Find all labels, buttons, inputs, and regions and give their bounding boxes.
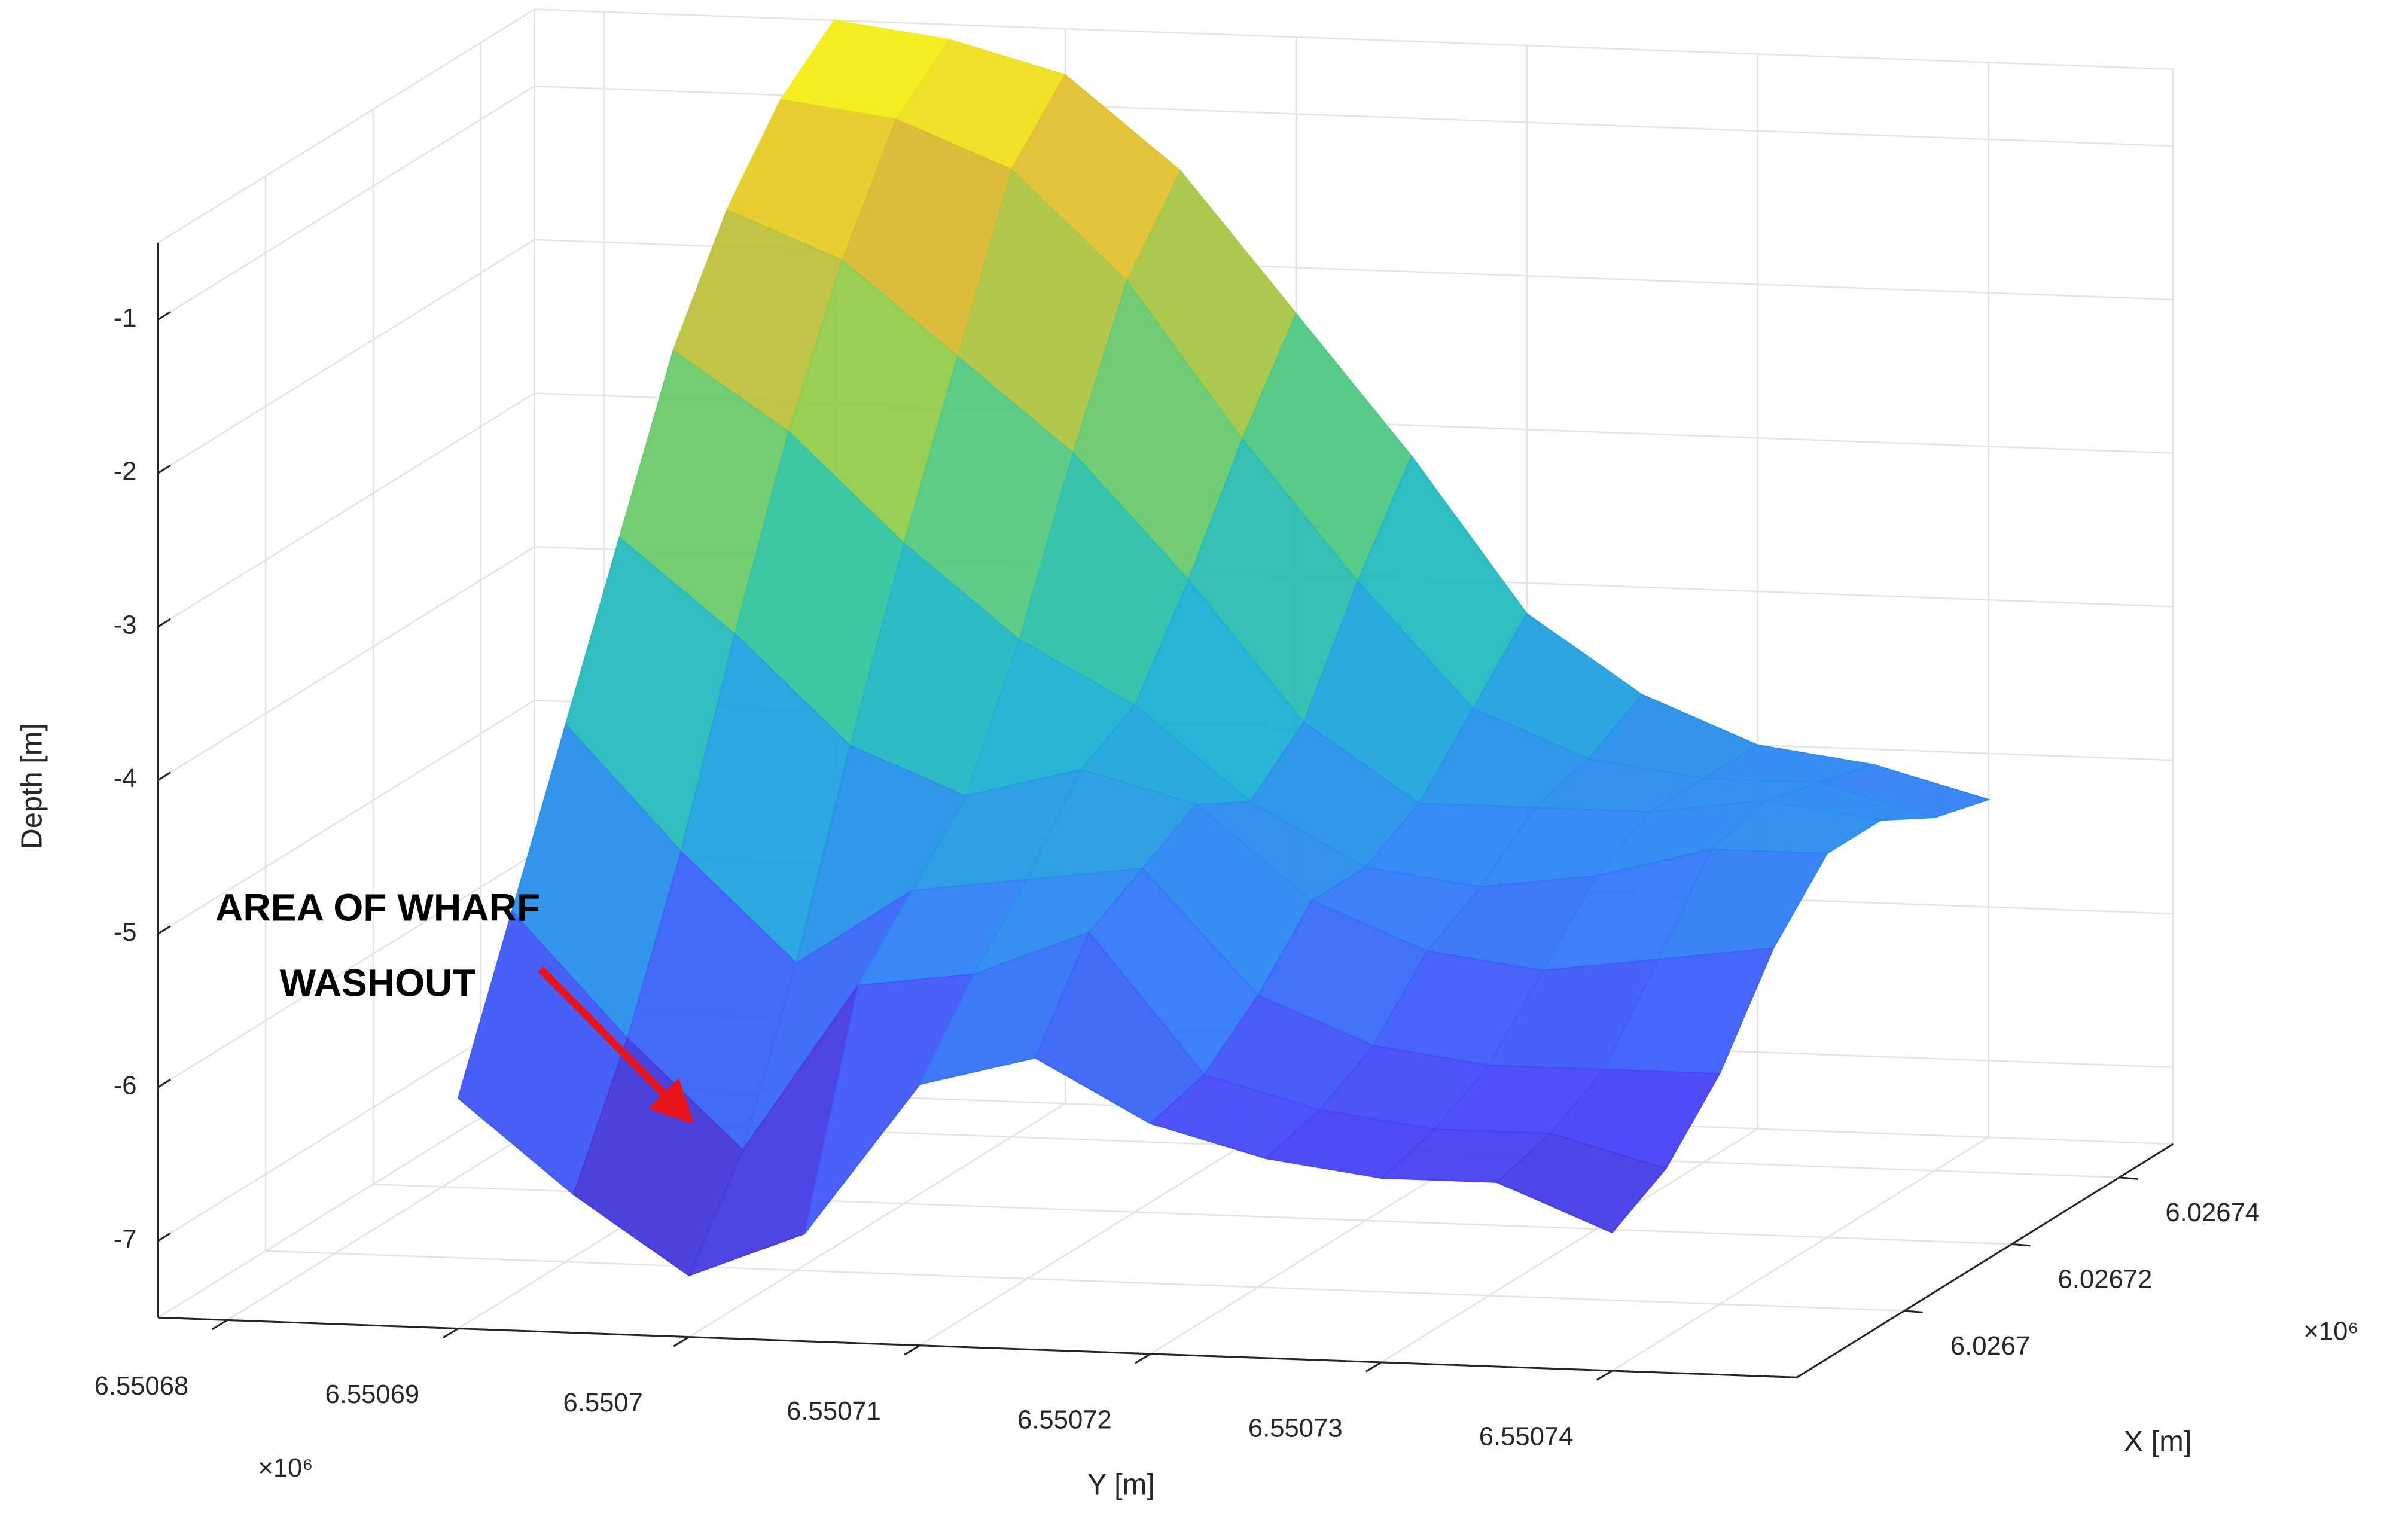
x-exponent: ×10⁶ (2303, 1316, 2358, 1346)
y-tick (1365, 1361, 1382, 1372)
arrow-shaft (538, 966, 666, 1096)
y-tick (673, 1336, 690, 1347)
z-tick (157, 771, 171, 781)
grid-line (157, 853, 535, 1088)
x-axis (1796, 1143, 2174, 1378)
grid-line (157, 392, 535, 627)
grid-line (157, 1006, 535, 1242)
grid-line (157, 699, 535, 935)
z-tick-label: -6 (114, 1071, 137, 1100)
y-tick-label: 6.55069 (325, 1380, 419, 1409)
z-tick (157, 1078, 171, 1088)
y-tick (211, 1319, 228, 1331)
z-tick-label: -2 (114, 457, 137, 486)
annotation-line: WASHOUT (280, 962, 476, 1005)
z-tick-label: -7 (114, 1224, 137, 1253)
z-tick-label: -3 (114, 610, 137, 639)
grid-line (1611, 1136, 1989, 1372)
z-axis-label: Depth [m] (16, 723, 48, 849)
grid-line (1380, 1128, 1758, 1364)
y-tick-label: 6.5507 (563, 1388, 642, 1417)
z-tick (157, 1232, 171, 1242)
surface-patch (1495, 1133, 1668, 1234)
box-edge (157, 1083, 535, 1319)
labels: -7 -6 -5 -4 -3 -2 -1 6.55068 6.55069 6.5507 6.5507… (95, 242, 2260, 1451)
annotation-line: AREA OF WHARF (215, 886, 540, 929)
z-tick (157, 464, 171, 474)
z-tick (157, 311, 171, 321)
x-axis-label: X [m] (2124, 1426, 2192, 1458)
y-tick (1135, 1353, 1151, 1364)
grid-line (919, 1111, 1297, 1346)
grid-line (157, 239, 535, 474)
grid-line (688, 1103, 1066, 1338)
y-tick (904, 1344, 920, 1356)
box-edge (534, 8, 2174, 71)
x-tick-label: 6.0267 (1950, 1331, 2030, 1361)
y-tick-label: 6.55072 (1017, 1405, 1112, 1434)
y-axis-label: Y [m] (1087, 1469, 1155, 1501)
y-tick-label: 6.55071 (787, 1396, 881, 1426)
z-tick (157, 925, 171, 935)
y-tick (1596, 1370, 1613, 1381)
x-tick (1904, 1310, 1923, 1313)
y-exponent: ×10⁶ (258, 1453, 313, 1483)
grid-line (157, 546, 535, 781)
grid-line (266, 1250, 1904, 1312)
box-edge (157, 8, 535, 243)
surface (457, 19, 1991, 1277)
z-tick-label: -4 (114, 764, 137, 793)
y-tick-label: 6.55073 (1248, 1413, 1343, 1442)
grid-line (157, 85, 535, 321)
z-tick (157, 618, 171, 628)
z-tick-label: -5 (114, 917, 137, 947)
arrow-head (648, 1078, 694, 1124)
x-tick (2011, 1243, 2031, 1247)
y-axis (158, 1316, 1797, 1378)
x-tick-label: 6.02674 (2165, 1198, 2260, 1227)
y-tick (442, 1328, 459, 1339)
z-tick-label: -1 (114, 303, 137, 333)
x-tick (2119, 1176, 2138, 1180)
y-tick-label: 6.55068 (95, 1371, 189, 1401)
y-tick-label: 6.55074 (1479, 1422, 1574, 1451)
annotation-arrow (538, 966, 694, 1124)
x-tick-label: 6.02672 (2058, 1264, 2153, 1294)
